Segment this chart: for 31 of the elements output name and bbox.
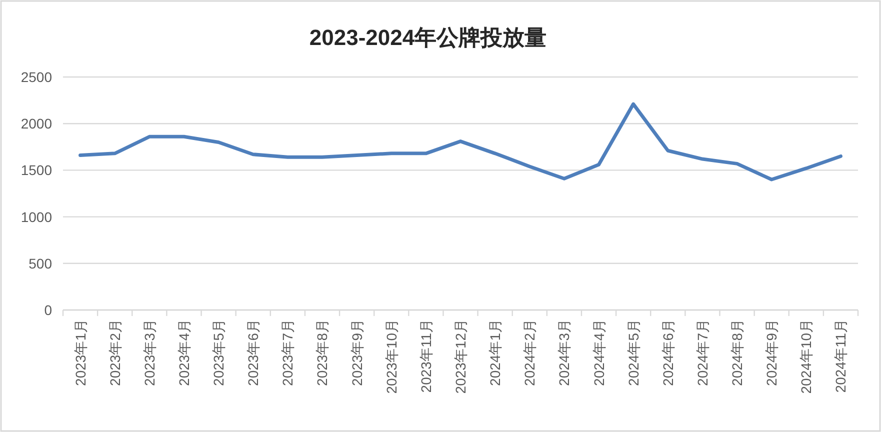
x-tick-label: 2023年5月 xyxy=(210,319,227,386)
x-tick-label: 2024年2月 xyxy=(522,319,538,386)
y-tick-label: 2000 xyxy=(20,116,52,132)
x-tick-label: 2024年3月 xyxy=(556,319,572,386)
x-tick-label: 2023年9月 xyxy=(348,319,365,386)
chart-title: 2023-2024年公牌投放量 xyxy=(309,25,547,50)
x-tick-label: 2023年3月 xyxy=(141,319,158,386)
x-tick-label: 2024年8月 xyxy=(729,319,746,386)
x-tick-label: 2024年7月 xyxy=(694,319,710,386)
x-tick-label: 2023年1月 xyxy=(72,319,88,386)
y-tick-label: 1500 xyxy=(20,162,52,178)
y-tick-label: 2500 xyxy=(20,69,52,85)
x-tick-label: 2023年12月 xyxy=(452,319,468,394)
x-tick-label: 2024年1月 xyxy=(487,319,504,386)
x-tick-label: 2023年2月 xyxy=(106,319,123,386)
line-series xyxy=(78,102,842,182)
x-tick-label: 2024年5月 xyxy=(625,319,642,386)
y-tick-label: 0 xyxy=(44,302,52,318)
x-tick-label: 2023年7月 xyxy=(280,319,296,386)
x-tick-label: 2024年11月 xyxy=(832,319,849,393)
x-tick-label: 2023年11月 xyxy=(418,319,434,393)
x-tick-label: 2024年10月 xyxy=(798,319,814,394)
x-tick-label: 2024年4月 xyxy=(590,319,607,386)
y-tick-label: 1000 xyxy=(20,208,52,225)
x-tick-label: 2023年6月 xyxy=(245,319,262,386)
x-tick-label: 2024年9月 xyxy=(764,319,780,386)
y-tick-label: 500 xyxy=(28,255,52,272)
x-tick-label: 2023年10月 xyxy=(383,319,400,394)
x-tick-label: 2024年6月 xyxy=(660,319,676,386)
x-tick-label: 2023年8月 xyxy=(314,319,330,386)
x-tick-label: 2023年4月 xyxy=(176,319,192,386)
